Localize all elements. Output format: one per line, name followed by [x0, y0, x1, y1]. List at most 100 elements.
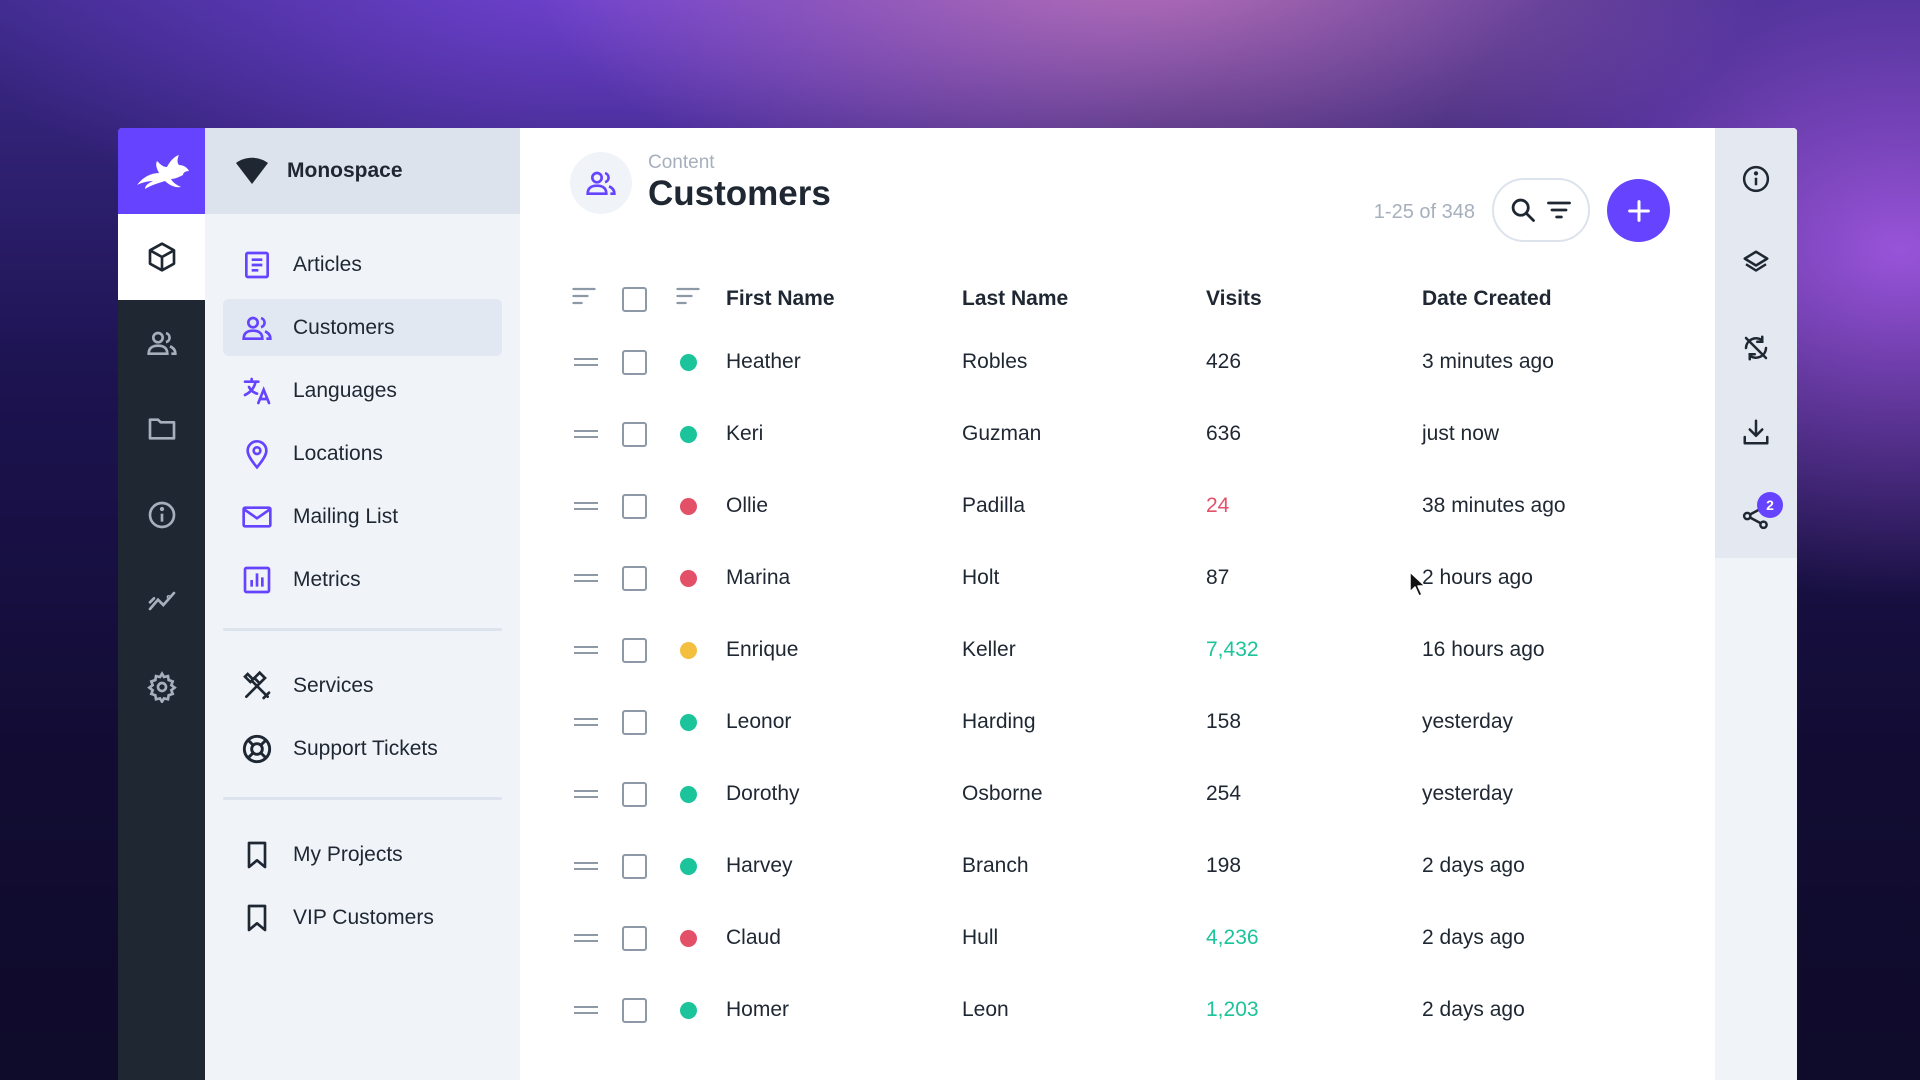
info-sidebar-button[interactable] [1715, 137, 1797, 221]
drag-handle-icon[interactable] [574, 862, 598, 870]
column-header-first-name[interactable]: First Name [726, 287, 835, 310]
row-checkbox[interactable] [622, 637, 647, 663]
drag-handle-icon[interactable] [574, 790, 598, 798]
drag-handle-cell[interactable] [570, 758, 622, 830]
nav-item-services[interactable]: Services [223, 657, 502, 714]
drag-handle-cell[interactable] [570, 470, 622, 542]
column-header-last-name[interactable]: Last Name [962, 287, 1069, 310]
table-row[interactable]: Keri Guzman 636 just now [570, 398, 1682, 470]
nav-item-my-projects[interactable]: My Projects [223, 826, 502, 883]
breadcrumb[interactable]: Content [648, 152, 715, 173]
select-all-header[interactable] [622, 272, 674, 326]
row-checkbox-cell[interactable] [622, 758, 674, 830]
nav-label: Services [293, 673, 374, 697]
column-header-visits[interactable]: Visits [1206, 287, 1262, 310]
row-checkbox-cell[interactable] [622, 398, 674, 470]
nav-item-mailing-list[interactable]: Mailing List [223, 488, 502, 545]
visits-cell: 158 [1206, 710, 1242, 733]
row-checkbox[interactable] [622, 781, 647, 807]
row-checkbox-cell[interactable] [622, 830, 674, 902]
drag-handle-icon[interactable] [574, 646, 598, 654]
nav-item-locations[interactable]: Locations [223, 425, 502, 482]
table-row[interactable]: Leonor Harding 158 yesterday [570, 686, 1682, 758]
users-module[interactable] [118, 300, 205, 386]
table-row[interactable]: Claud Hull 4,236 2 days ago [570, 902, 1682, 974]
drag-handle-cell[interactable] [570, 686, 622, 758]
select-all-checkbox[interactable] [622, 286, 647, 312]
table-row[interactable]: Harvey Branch 198 2 days ago [570, 830, 1682, 902]
row-checkbox-cell[interactable] [622, 686, 674, 758]
drag-handle-cell[interactable] [570, 614, 622, 686]
status-dot [680, 929, 697, 947]
share-button[interactable]: 2 [1715, 474, 1797, 558]
sync-disabled-icon [1744, 335, 1768, 360]
collection-icon-wrap [570, 152, 632, 214]
drag-handle-icon[interactable] [574, 430, 598, 438]
project-switcher[interactable]: Monospace [205, 128, 520, 214]
drag-handle-icon[interactable] [574, 574, 598, 582]
row-checkbox-cell[interactable] [622, 542, 674, 614]
drag-handle-icon[interactable] [574, 718, 598, 726]
last-name-cell: Holt [962, 566, 1000, 589]
nav-item-languages[interactable]: Languages [223, 362, 502, 419]
drag-handle-cell[interactable] [570, 902, 622, 974]
drag-handle-icon[interactable] [574, 934, 598, 942]
drag-handle-icon[interactable] [574, 502, 598, 510]
visits-cell: 1,203 [1206, 998, 1259, 1021]
row-checkbox-cell[interactable] [622, 470, 674, 542]
row-checkbox[interactable] [622, 997, 647, 1023]
drag-handle-cell[interactable] [570, 326, 622, 398]
right-sidebar: 2 [1715, 128, 1797, 1080]
visits-cell: 24 [1206, 494, 1230, 517]
settings-module[interactable] [118, 644, 205, 730]
first-name-cell: Claud [726, 926, 781, 949]
table-row[interactable]: Dorothy Osborne 254 yesterday [570, 758, 1682, 830]
drag-handle-cell[interactable] [570, 974, 622, 1046]
row-checkbox-cell[interactable] [622, 902, 674, 974]
nav-item-vip-customers[interactable]: VIP Customers [223, 889, 502, 946]
row-checkbox-cell[interactable] [622, 974, 674, 1046]
status-dot [680, 641, 697, 659]
field-settings-header[interactable] [674, 272, 726, 326]
table-row[interactable]: Homer Leon 1,203 2 days ago [570, 974, 1682, 1046]
nav-item-metrics[interactable]: Metrics [223, 551, 502, 608]
nav-item-customers[interactable]: Customers [223, 299, 502, 356]
drag-handle-cell[interactable] [570, 830, 622, 902]
last-name-cell: Osborne [962, 782, 1043, 805]
row-checkbox[interactable] [622, 565, 647, 591]
export-button[interactable] [1715, 390, 1797, 474]
row-checkbox[interactable] [622, 709, 647, 735]
project-name: Monospace [287, 159, 403, 182]
table-row[interactable]: Heather Robles 426 3 minutes ago [570, 326, 1682, 398]
content-navigation: Monospace Articles Customers Languages L… [205, 128, 520, 1080]
first-name-cell: Keri [726, 422, 764, 445]
drag-handle-icon[interactable] [574, 1006, 598, 1014]
table-row[interactable]: Ollie Padilla 24 38 minutes ago [570, 470, 1682, 542]
column-header-date-created[interactable]: Date Created [1422, 287, 1552, 310]
search-filter-button[interactable] [1492, 178, 1590, 242]
files-module[interactable] [118, 386, 205, 472]
sync-off-button[interactable] [1715, 305, 1797, 389]
drag-handle-icon[interactable] [574, 358, 598, 366]
info-module[interactable] [118, 472, 205, 558]
app-logo[interactable] [118, 128, 205, 214]
row-checkbox-cell[interactable] [622, 326, 674, 398]
drag-handle-cell[interactable] [570, 542, 622, 614]
nav-item-articles[interactable]: Articles [223, 236, 502, 293]
table-row[interactable]: Enrique Keller 7,432 16 hours ago [570, 614, 1682, 686]
content-module[interactable] [118, 214, 205, 300]
insights-module[interactable] [118, 558, 205, 644]
row-checkbox[interactable] [622, 853, 647, 879]
row-checkbox[interactable] [622, 349, 647, 375]
row-checkbox[interactable] [622, 493, 647, 519]
manual-sort-header[interactable] [570, 272, 622, 326]
drag-handle-cell[interactable] [570, 398, 622, 470]
table-row[interactable]: Marina Holt 87 2 hours ago [570, 542, 1682, 614]
row-checkbox-cell[interactable] [622, 614, 674, 686]
bookmark-icon [247, 841, 267, 868]
layout-button[interactable] [1715, 221, 1797, 305]
nav-item-support-tickets[interactable]: Support Tickets [223, 720, 502, 777]
row-checkbox[interactable] [622, 925, 647, 951]
add-item-button[interactable] [1607, 179, 1670, 242]
row-checkbox[interactable] [622, 421, 647, 447]
